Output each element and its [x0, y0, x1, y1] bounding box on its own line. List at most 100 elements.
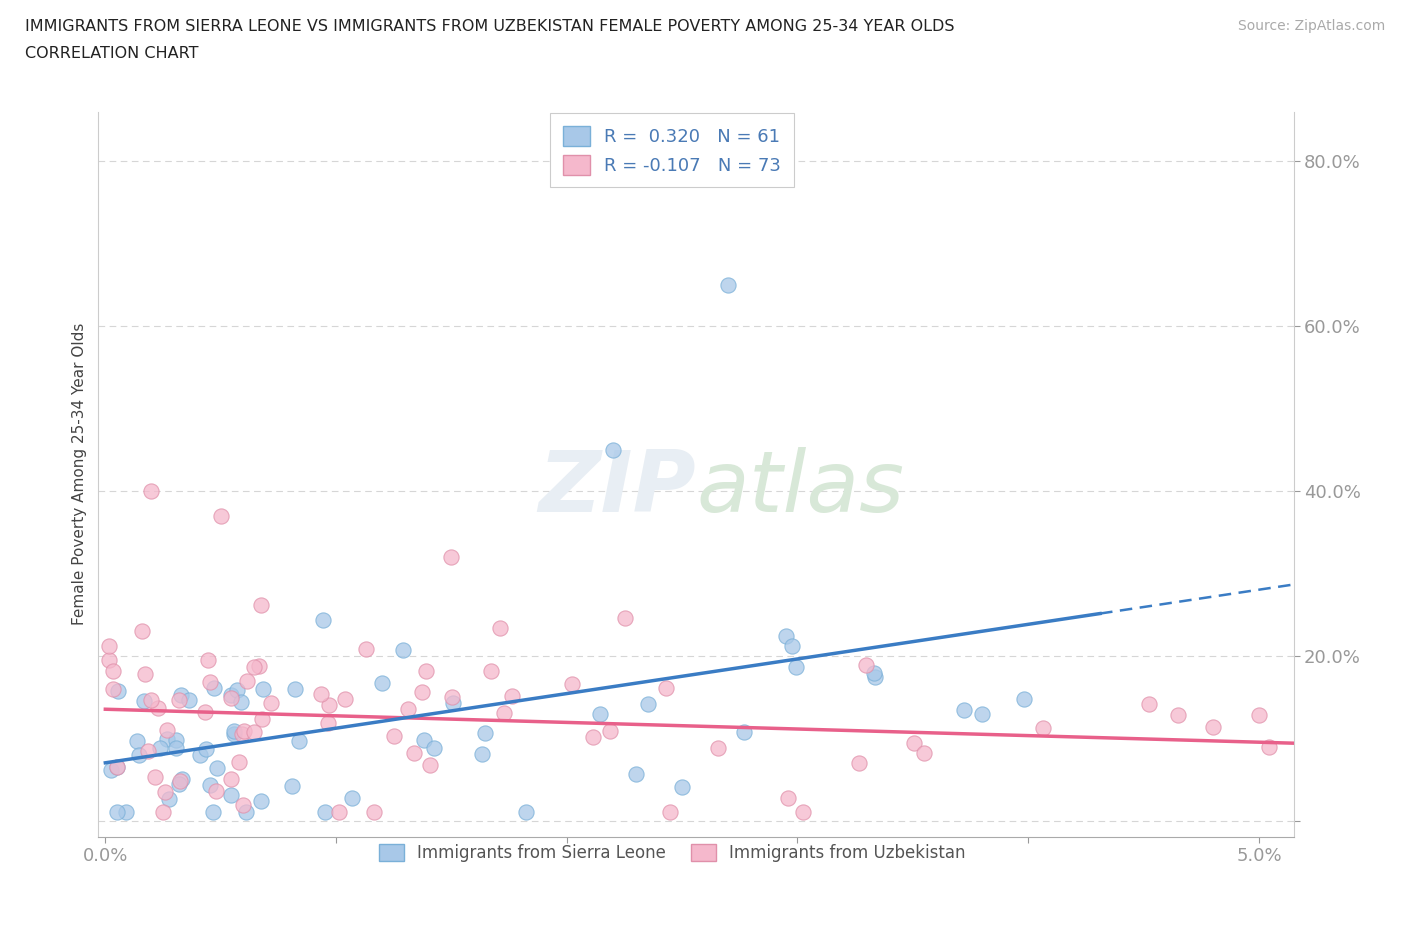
- Point: [107, 684, 129, 698]
- Point: [226, 682, 249, 697]
- Point: [637, 697, 659, 711]
- Point: [912, 746, 935, 761]
- Point: [281, 778, 304, 793]
- Point: [247, 658, 270, 673]
- Point: [138, 743, 160, 758]
- Point: [1202, 720, 1225, 735]
- Point: [309, 686, 332, 701]
- Point: [415, 664, 437, 679]
- Point: [316, 715, 339, 730]
- Point: [250, 598, 273, 613]
- Point: [198, 674, 221, 689]
- Point: [855, 658, 877, 672]
- Point: [1012, 692, 1035, 707]
- Point: [219, 691, 242, 706]
- Point: [848, 756, 870, 771]
- Point: [125, 733, 148, 748]
- Point: [209, 508, 232, 523]
- Point: [706, 740, 728, 755]
- Point: [101, 682, 124, 697]
- Point: [356, 642, 378, 657]
- Point: [363, 804, 385, 819]
- Point: [613, 611, 636, 626]
- Point: [1137, 697, 1160, 711]
- Point: [396, 702, 419, 717]
- Point: [98, 639, 121, 654]
- Text: ZIP: ZIP: [538, 447, 696, 530]
- Text: IMMIGRANTS FROM SIERRA LEONE VS IMMIGRANTS FROM UZBEKISTAN FEMALE POVERTY AMONG : IMMIGRANTS FROM SIERRA LEONE VS IMMIGRAN…: [25, 19, 955, 33]
- Point: [489, 621, 512, 636]
- Point: [194, 704, 217, 719]
- Point: [792, 804, 814, 819]
- Point: [156, 731, 179, 746]
- Point: [411, 684, 433, 699]
- Point: [228, 754, 250, 769]
- Point: [205, 783, 228, 798]
- Point: [1032, 721, 1054, 736]
- Point: [474, 726, 496, 741]
- Point: [224, 727, 246, 742]
- Point: [165, 741, 187, 756]
- Point: [441, 696, 464, 711]
- Text: Source: ZipAtlas.com: Source: ZipAtlas.com: [1237, 19, 1385, 33]
- Point: [134, 694, 156, 709]
- Point: [1167, 707, 1189, 722]
- Point: [242, 660, 264, 675]
- Point: [333, 692, 356, 707]
- Point: [157, 791, 180, 806]
- Point: [148, 740, 170, 755]
- Point: [515, 804, 537, 819]
- Point: [733, 724, 755, 739]
- Point: [165, 733, 187, 748]
- Point: [717, 277, 740, 292]
- Point: [382, 728, 405, 743]
- Point: [242, 725, 264, 740]
- Point: [260, 696, 283, 711]
- Point: [172, 771, 194, 786]
- Point: [501, 689, 523, 704]
- Point: [201, 804, 224, 819]
- Point: [903, 735, 925, 750]
- Point: [232, 797, 254, 812]
- Point: [1258, 739, 1281, 754]
- Point: [103, 664, 125, 679]
- Point: [169, 693, 191, 708]
- Point: [105, 759, 128, 774]
- Point: [340, 790, 363, 805]
- Point: [105, 760, 128, 775]
- Point: [404, 746, 426, 761]
- Point: [198, 777, 221, 792]
- Point: [141, 484, 163, 498]
- Point: [284, 682, 307, 697]
- Point: [1247, 708, 1270, 723]
- Point: [252, 711, 274, 726]
- Text: CORRELATION CHART: CORRELATION CHART: [25, 46, 198, 61]
- Point: [314, 804, 336, 819]
- Point: [413, 733, 436, 748]
- Point: [479, 664, 502, 679]
- Point: [114, 804, 136, 819]
- Point: [863, 670, 886, 684]
- Text: atlas: atlas: [696, 447, 904, 530]
- Point: [188, 748, 211, 763]
- Point: [312, 613, 335, 628]
- Point: [156, 723, 179, 737]
- Point: [423, 741, 446, 756]
- Point: [170, 687, 193, 702]
- Point: [169, 773, 191, 788]
- Point: [561, 677, 583, 692]
- Point: [494, 705, 516, 720]
- Point: [471, 747, 494, 762]
- Point: [440, 550, 463, 565]
- Point: [775, 629, 797, 644]
- Point: [197, 653, 219, 668]
- Point: [202, 680, 225, 695]
- Point: [440, 690, 463, 705]
- Point: [167, 777, 190, 791]
- Point: [148, 701, 170, 716]
- Point: [98, 652, 121, 667]
- Point: [131, 623, 153, 638]
- Point: [152, 804, 174, 819]
- Point: [952, 702, 974, 717]
- Point: [599, 724, 621, 738]
